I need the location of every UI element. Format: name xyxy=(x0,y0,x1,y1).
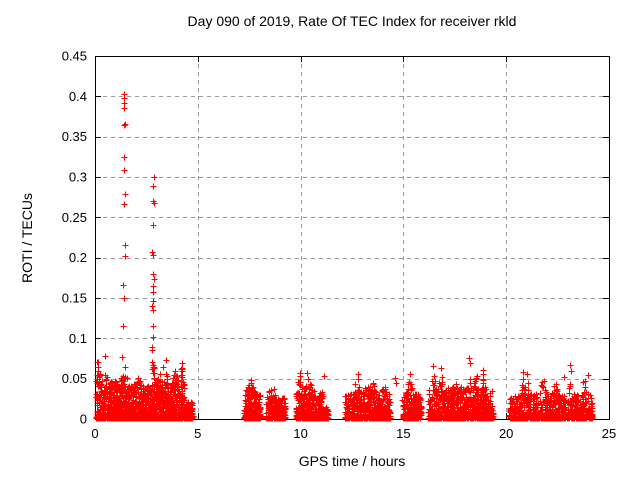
y-tick-label: 0.2 xyxy=(69,250,87,265)
plot-border xyxy=(95,56,610,420)
y-tick-label: 0.3 xyxy=(69,170,87,185)
x-tick-label: 5 xyxy=(194,426,201,441)
axis-ticks xyxy=(95,56,610,420)
x-axis-label: GPS time / hours xyxy=(298,453,406,469)
y-tick-label: 0.15 xyxy=(62,291,87,306)
x-tick-label: 0 xyxy=(91,426,98,441)
x-tick-label: 20 xyxy=(499,426,513,441)
y-tick-label: 0.25 xyxy=(62,210,87,225)
x-tick-label: 15 xyxy=(396,426,410,441)
y-tick-label: 0.35 xyxy=(62,129,87,144)
y-tick-label: 0.05 xyxy=(62,371,87,386)
grid-lines xyxy=(95,56,609,419)
x-tick-label: 25 xyxy=(602,426,616,441)
scatter-points xyxy=(93,91,596,422)
chart-title: Day 090 of 2019, Rate Of TEC Index for r… xyxy=(187,13,517,29)
y-tick-label: 0 xyxy=(80,412,87,427)
y-tick-label: 0.1 xyxy=(69,331,87,346)
x-tick-label: 10 xyxy=(293,426,307,441)
y-tick-label: 0.4 xyxy=(69,89,87,104)
y-tick-label: 0.45 xyxy=(62,49,87,64)
